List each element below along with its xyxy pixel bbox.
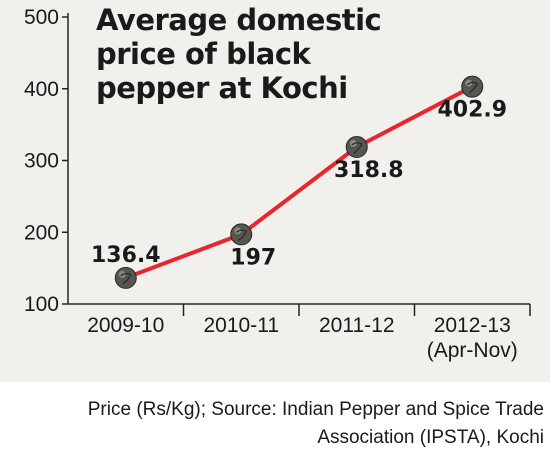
chart-title-line-3: pepper at Kochi bbox=[96, 71, 348, 105]
source-note-line-1: Price (Rs/Kg); Source: Indian Pepper and… bbox=[87, 399, 544, 420]
x-tick-label: 2012-13 bbox=[434, 314, 511, 337]
chart-title-line-1: Average domestic bbox=[96, 3, 382, 37]
x-tick-label: 2010-11 bbox=[203, 314, 279, 337]
pepper-icon bbox=[114, 266, 137, 289]
price-line-chart: 100 200 300 400 500 2009-10 2010-11 2011-12 2012… bbox=[24, 6, 531, 362]
data-label: 136.4 bbox=[91, 243, 161, 268]
x-tick-label: 2011-12 bbox=[319, 314, 395, 337]
data-label: 197 bbox=[230, 245, 276, 270]
y-tick-label: 400 bbox=[24, 78, 59, 101]
data-label: 318.8 bbox=[334, 158, 404, 183]
y-tick-label: 500 bbox=[24, 6, 59, 29]
y-tick-label: 200 bbox=[24, 221, 59, 244]
y-tick-label: 100 bbox=[24, 293, 59, 316]
chart-title: Average domestic price of black pepper a… bbox=[96, 3, 396, 105]
pepper-icon bbox=[230, 223, 253, 246]
source-note-line-2: Association (IPSTA), Kochi bbox=[317, 427, 544, 448]
chart-panel: 100 200 300 400 500 2009-10 2010-11 2011-12 2012… bbox=[0, 0, 550, 382]
y-tick-label: 300 bbox=[24, 150, 59, 173]
pepper-icon bbox=[345, 136, 368, 159]
pepper-icon bbox=[461, 75, 484, 98]
x-tick-sublabel: (Apr-Nov) bbox=[427, 339, 518, 362]
x-tick-label: 2009-10 bbox=[87, 314, 164, 337]
chart-title-line-2: price of black bbox=[96, 37, 311, 71]
data-label: 402.9 bbox=[437, 98, 507, 123]
series-line bbox=[123, 84, 475, 280]
source-note: Price (Rs/Kg); Source: Indian Pepper and… bbox=[24, 396, 544, 452]
